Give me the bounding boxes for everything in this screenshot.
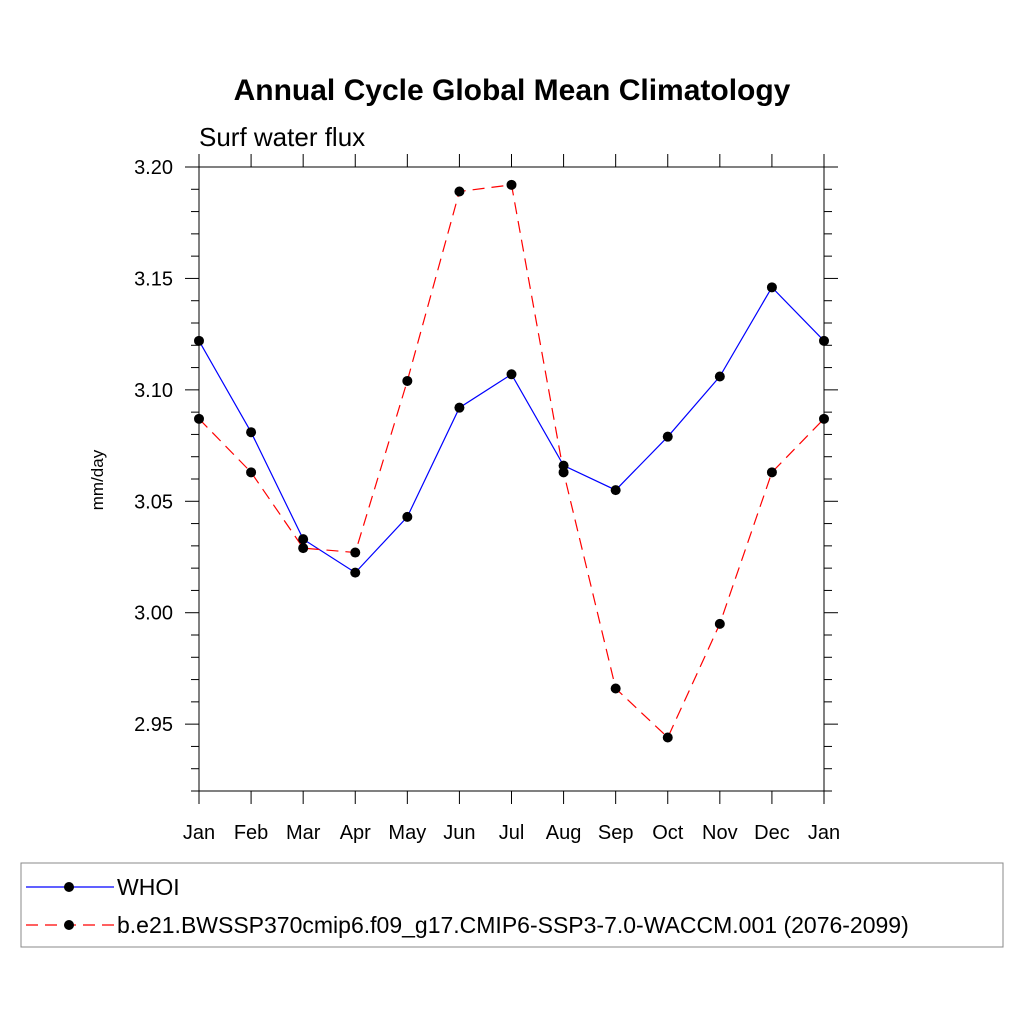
series-2-point xyxy=(662,732,673,743)
series-2-point xyxy=(454,186,465,197)
y-tick-label: 3.05 xyxy=(134,491,173,513)
x-tick-label: Nov xyxy=(702,822,738,844)
x-tick-label: May xyxy=(388,822,426,844)
legend-marker-2 xyxy=(64,920,74,930)
legend-marker-1 xyxy=(64,882,74,892)
series-2-point xyxy=(402,375,413,386)
series-2-point xyxy=(506,179,517,190)
tick-labels: Jan Feb Mar Apr May Jun Jul Aug Sep Oct Nov Dec Jan 3… xyxy=(134,157,840,844)
x-tick-label: Dec xyxy=(754,822,790,844)
series-2-point xyxy=(766,467,777,478)
series-1-point xyxy=(766,282,777,293)
y-tick-label: 3.20 xyxy=(134,157,173,179)
series-2-point xyxy=(714,618,725,629)
chart-subtitle: Surf water flux xyxy=(199,122,365,152)
x-tick-label: Sep xyxy=(598,822,634,844)
y-tick-label: 3.10 xyxy=(134,380,173,402)
y-axis-label: mm/day xyxy=(88,449,107,510)
series-2-point xyxy=(246,467,257,478)
x-tick-label: Jan xyxy=(183,822,215,844)
legend-label-2: b.e21.BWSSP370cmip6.f09_g17.CMIP6-SSP3-7… xyxy=(117,912,909,938)
series-2-point xyxy=(610,683,621,694)
series-1-point xyxy=(662,431,673,442)
x-tick-label: Apr xyxy=(340,822,371,844)
series-1-point xyxy=(506,369,517,380)
series-1-point xyxy=(610,485,621,496)
legend: WHOI b.e21.BWSSP370cmip6.f09_g17.CMIP6-SS… xyxy=(20,862,1004,948)
legend-box xyxy=(20,862,1004,948)
series-lines xyxy=(198,184,825,739)
series-1-point xyxy=(402,511,413,522)
series-1-point xyxy=(454,402,465,413)
x-tick-label: Mar xyxy=(286,822,321,844)
y-tick-label: 3.00 xyxy=(134,603,173,625)
series-2-point xyxy=(350,547,361,558)
x-tick-label: Jun xyxy=(443,822,475,844)
x-tick-label: Aug xyxy=(546,822,582,844)
axis-ticks xyxy=(185,154,838,804)
legend-label-1: WHOI xyxy=(117,874,180,900)
series-2-point xyxy=(558,467,569,478)
series-markers xyxy=(194,179,829,743)
series-1-point xyxy=(714,371,725,382)
chart-title: Annual Cycle Global Mean Climatology xyxy=(234,74,791,107)
series-line-1 xyxy=(198,286,825,574)
x-tick-label: Jul xyxy=(499,822,525,844)
x-tick-label: Jan xyxy=(808,822,840,844)
series-1-point xyxy=(298,534,309,545)
series-1-point xyxy=(350,567,361,578)
series-1-point xyxy=(246,427,257,438)
y-tick-label: 3.15 xyxy=(134,268,173,290)
plot-frame xyxy=(198,166,825,792)
series-2-point xyxy=(298,543,309,554)
x-tick-label: Oct xyxy=(652,822,684,844)
y-tick-label: 2.95 xyxy=(134,714,173,736)
x-tick-label: Feb xyxy=(234,822,268,844)
series-line-2 xyxy=(198,184,825,739)
